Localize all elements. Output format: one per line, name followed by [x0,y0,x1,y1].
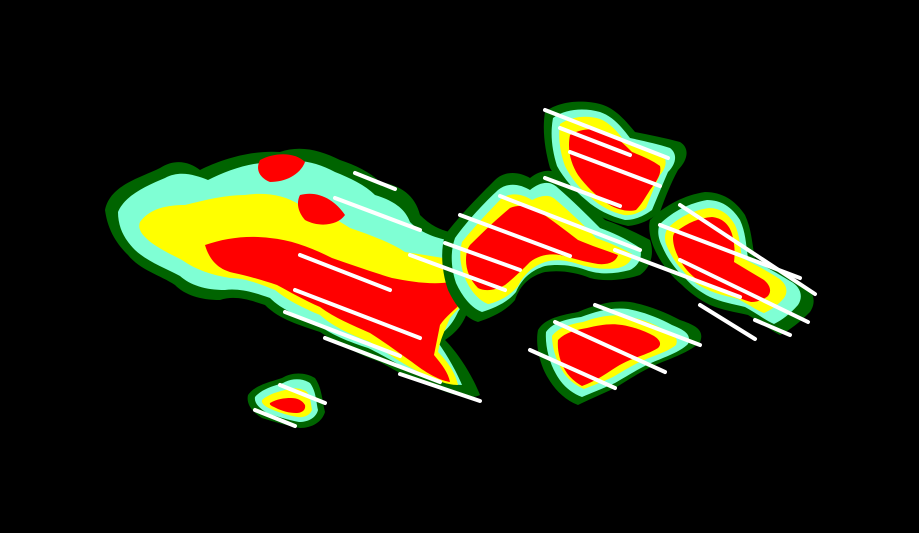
scan-gap-stripe [498,194,642,252]
scan-gap-stripe [678,258,810,324]
scan-gap-stripe [698,303,757,341]
scan-gap-stripe [593,303,702,347]
scan-gap-stripe [458,213,572,258]
scan-gap-stripe [323,336,442,384]
scan-gap-stripe [678,203,817,296]
scan-gap-stripe [293,288,422,340]
landmass-southeast-class-4 [557,324,661,386]
scan-gap-stripe [553,320,667,374]
landmass-west-class-4 [205,236,466,382]
scan-gap-stripes [253,108,817,428]
scan-gap-stripe [283,310,402,358]
scan-gap-stripe [398,372,482,403]
scan-gap-stripe [353,171,397,191]
scan-gap-stripe [443,241,522,272]
island-class-4 [269,398,306,413]
landmass-west-red-patch-2 [258,154,305,182]
scan-gap-stripe [278,383,327,405]
scan-gap-stripe [613,248,742,299]
scan-gap-stripe [333,196,422,232]
scan-gap-stripe [753,318,792,337]
scan-gap-stripe [298,253,392,292]
scan-gap-stripe [543,176,622,208]
landmass-west-red-patch-3 [297,193,345,225]
scan-gap-stripe [528,348,617,390]
scan-gap-stripe [408,253,507,292]
scan-gap-stripe [558,126,632,157]
landmass-middle-class-4 [466,205,618,291]
scan-gap-stripe [253,408,297,428]
scan-gap-stripe [568,150,662,188]
scan-gap-stripe [543,108,670,160]
